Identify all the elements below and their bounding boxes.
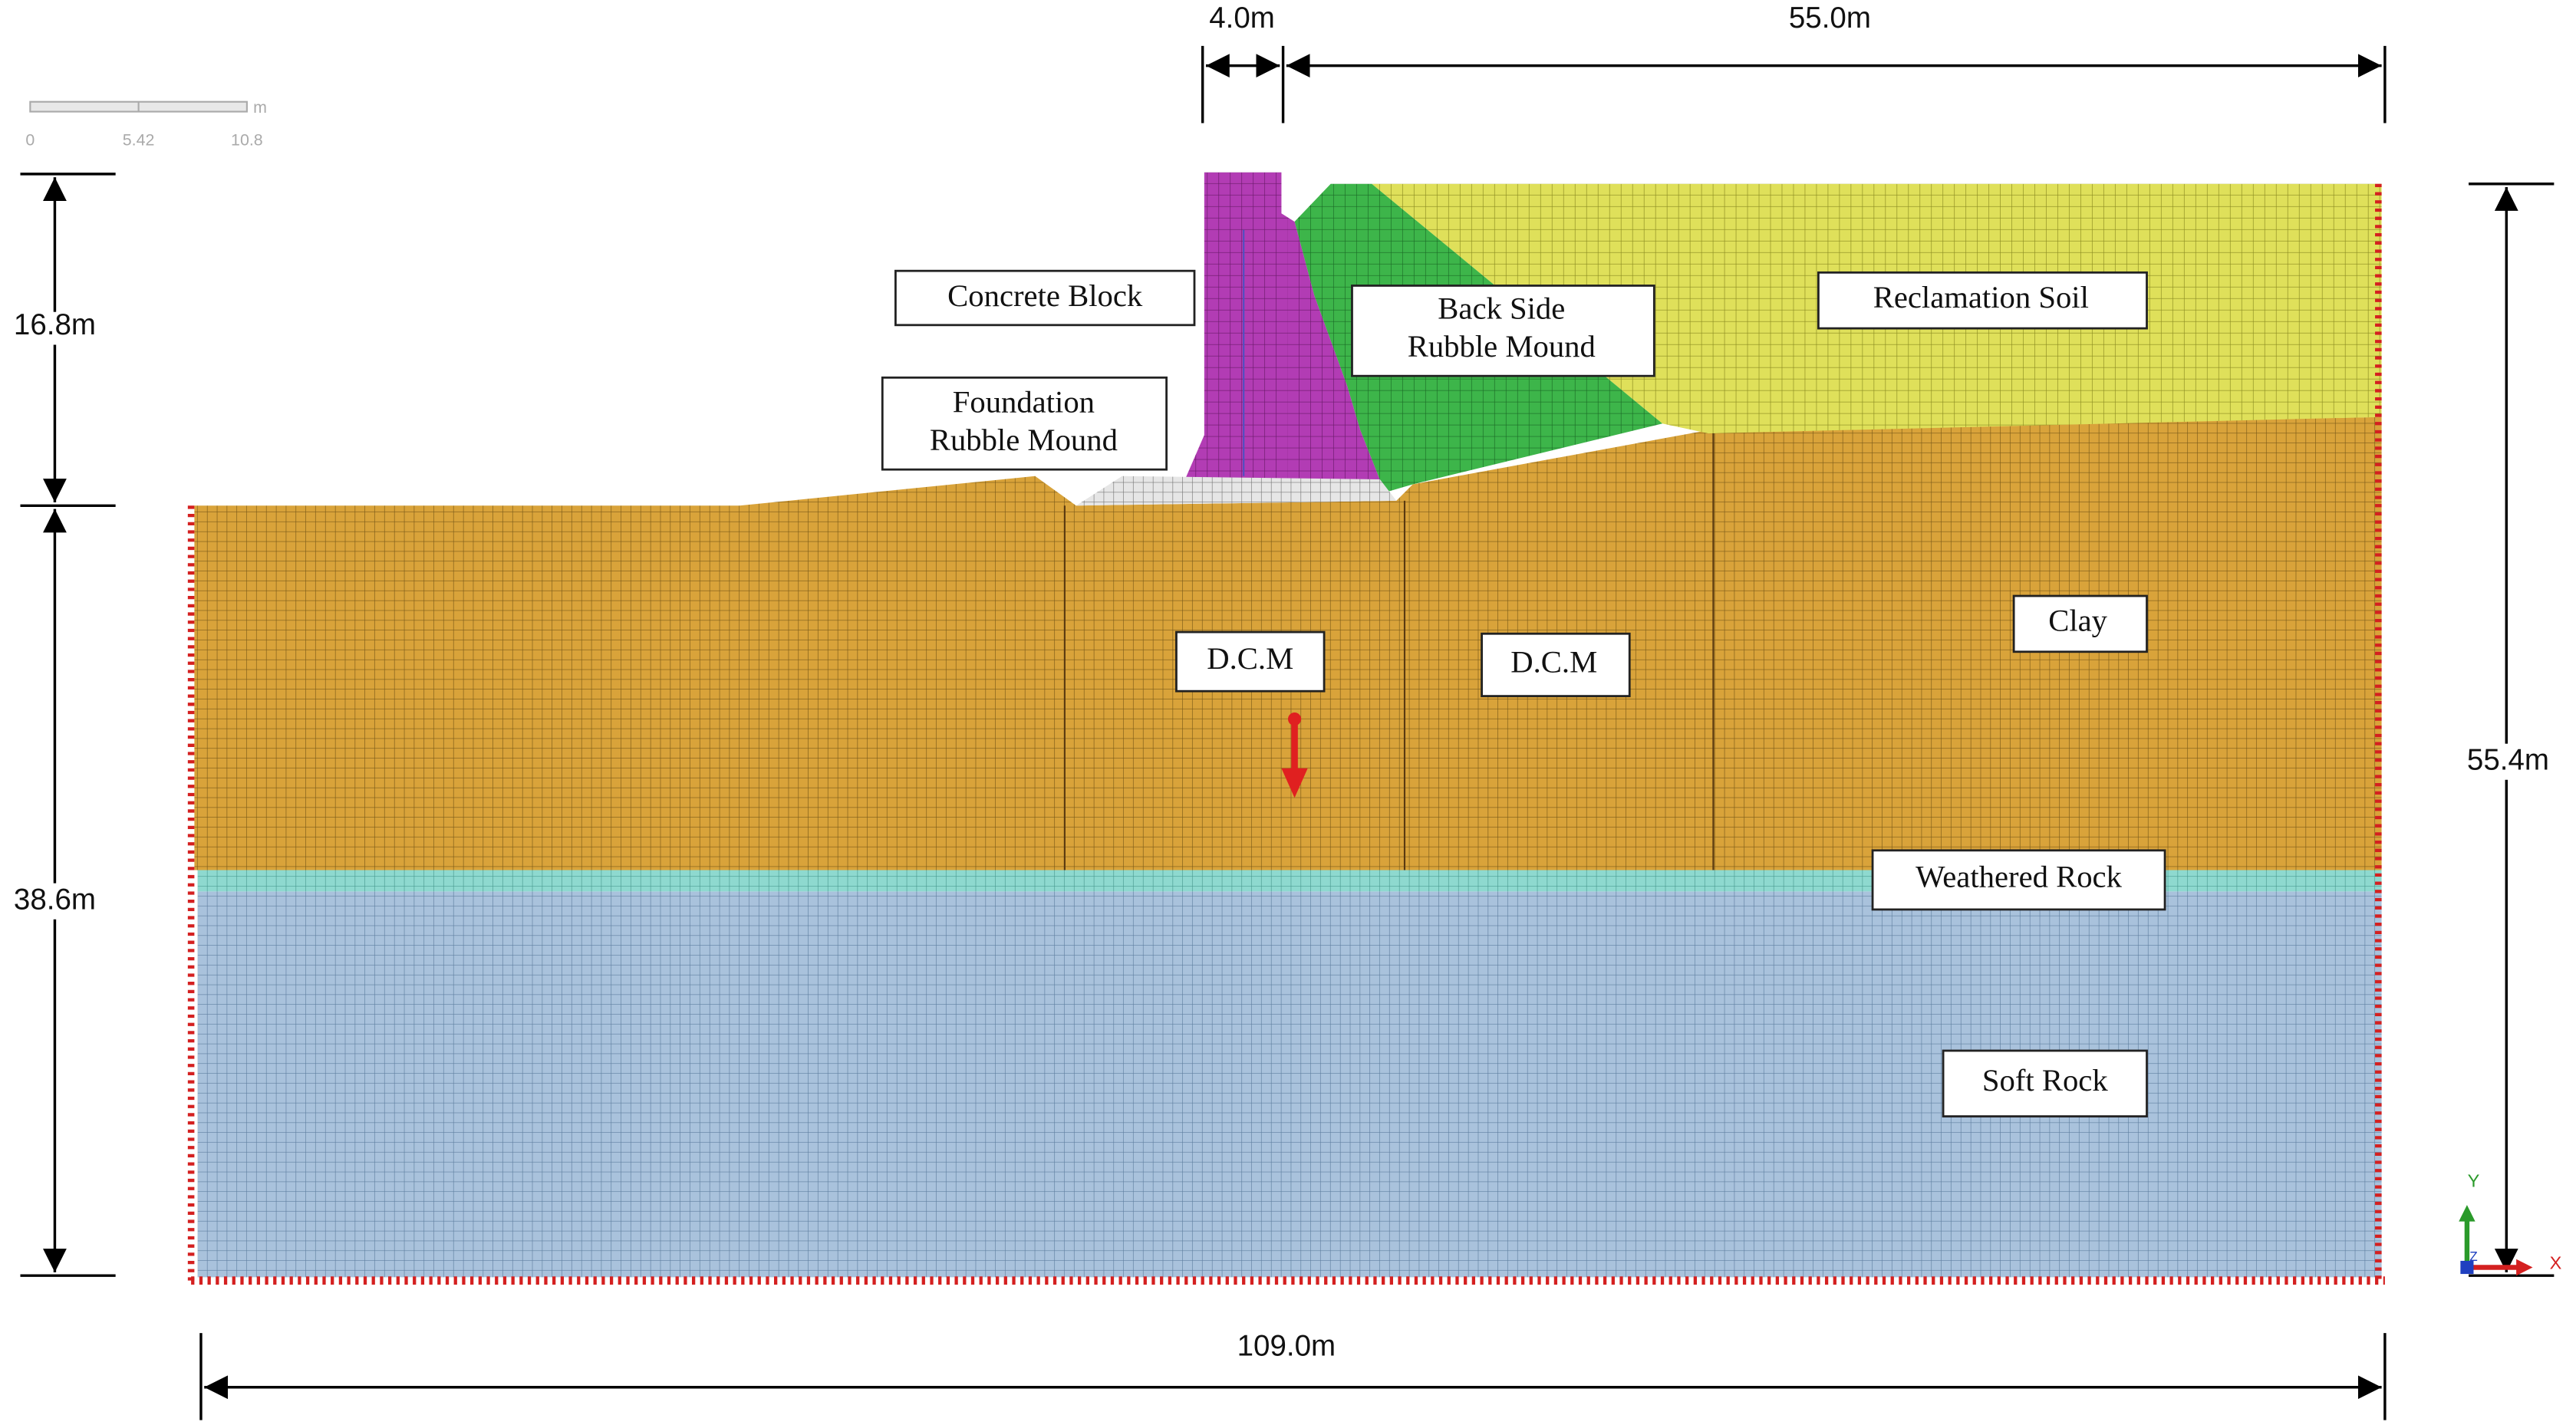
dimension-label: 16.8m (14, 308, 96, 341)
scale-unit: m (253, 98, 267, 117)
material-label: Reclamation Soil (1873, 280, 2089, 314)
dimension-label: 55.0m (1789, 2, 1871, 35)
scale-tick: 5.42 (123, 131, 155, 150)
material-label: Weathered Rock (1916, 860, 2122, 894)
dim-bg (2, 311, 107, 345)
load-arrow (1281, 712, 1308, 798)
dim-bg (2, 883, 107, 920)
dimension-label: 4.0m (1209, 2, 1275, 35)
material-label: D.C.M (1510, 644, 1597, 679)
scale-tick: 0 (25, 131, 35, 150)
dim-bg (2453, 743, 2566, 780)
material-label: D.C.M (1207, 641, 1293, 676)
material-label: Soft Rock (1982, 1063, 2108, 1098)
axis-triad: Y X Z (2459, 1170, 2562, 1276)
material-label: Foundation Rubble Mound (930, 385, 1118, 457)
axis-label: Z (2469, 1249, 2477, 1264)
label-box (881, 376, 1168, 471)
axis-label: Y (2468, 1170, 2480, 1190)
material-label: Clay (2048, 604, 2107, 638)
dimension-label: 109.0m (1237, 1330, 1336, 1363)
foundation-rubble (1076, 476, 1397, 506)
dimension-label: 38.6m (14, 883, 96, 916)
scale-bar: 0 5.42 10.8 m (25, 98, 267, 150)
axis-label: X (2550, 1252, 2562, 1272)
label-box (1817, 271, 2148, 330)
label-box (2012, 594, 2148, 653)
label-box (1481, 632, 1631, 697)
concrete-block (1183, 172, 1385, 493)
label-box (1175, 630, 1326, 693)
label-box (1351, 285, 1655, 377)
label-box (894, 269, 1196, 327)
label-box (1942, 1049, 2148, 1117)
material-label: Back Side Rubble Mound (1408, 291, 1596, 364)
scale-tick: 10.8 (231, 131, 263, 150)
dimension-label: 55.4m (2467, 743, 2549, 776)
material-label: Concrete Block (947, 278, 1143, 313)
dimensions (20, 45, 2555, 1420)
label-box (1871, 849, 2166, 911)
